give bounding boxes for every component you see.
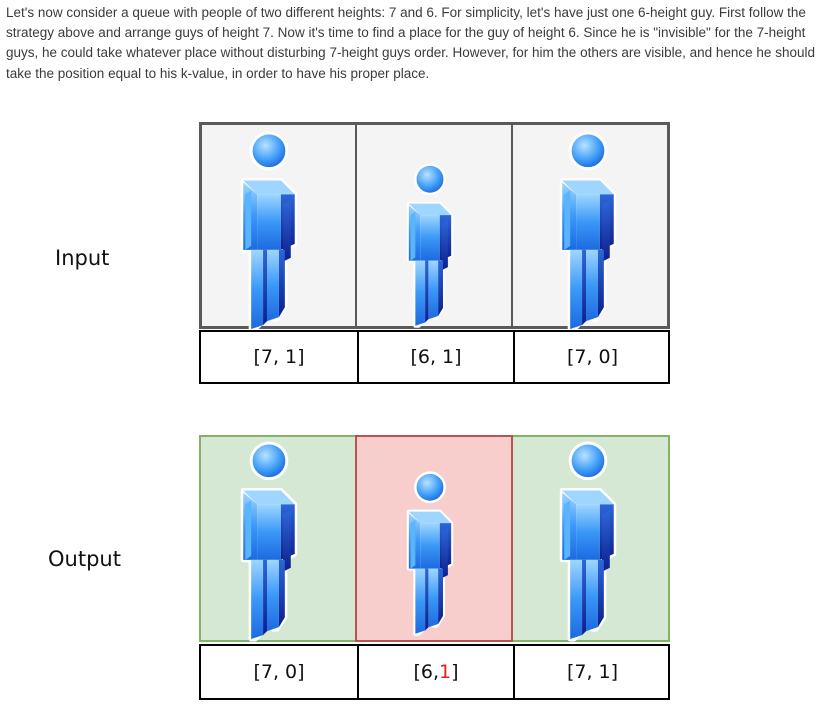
input-queue: [7, 1] [6, 1] [7, 0]	[199, 122, 670, 384]
output-value-1-prefix: [6,	[413, 661, 440, 683]
input-values-row: [7, 1] [6, 1] [7, 0]	[199, 330, 670, 384]
output-cell-2	[511, 435, 670, 642]
input-value-2: [7, 0]	[513, 332, 670, 382]
output-value-1-k: 1	[439, 661, 452, 683]
person-figure-icon	[555, 131, 621, 333]
person-figure-icon	[401, 163, 459, 329]
input-value-1: [6, 1]	[357, 332, 513, 382]
input-cell-2	[511, 122, 670, 329]
output-values-row: [7, 0] [6, 1] [7, 1]	[199, 644, 670, 700]
output-value-2: [7, 1]	[513, 646, 670, 698]
person-figure-icon	[555, 441, 621, 643]
explanation-paragraph: Let's now consider a queue with people o…	[6, 5, 815, 81]
person-figure-icon	[236, 131, 302, 333]
input-cell-0	[199, 122, 358, 329]
output-queue: [7, 0] [6, 1] [7, 1]	[199, 435, 670, 700]
output-value-0: [7, 0]	[253, 661, 305, 683]
output-cell-0	[199, 435, 357, 642]
input-label: Input	[55, 246, 110, 270]
output-cell-1-highlighted	[355, 435, 513, 642]
input-cell-1	[355, 122, 514, 329]
person-figure-icon	[236, 441, 302, 643]
output-label: Output	[48, 547, 121, 571]
output-value-1: [6, 1]	[357, 646, 513, 698]
input-value-0: [7, 1]	[253, 346, 305, 368]
output-value-1-suffix: ]	[451, 661, 459, 683]
person-figure-icon	[401, 471, 459, 637]
